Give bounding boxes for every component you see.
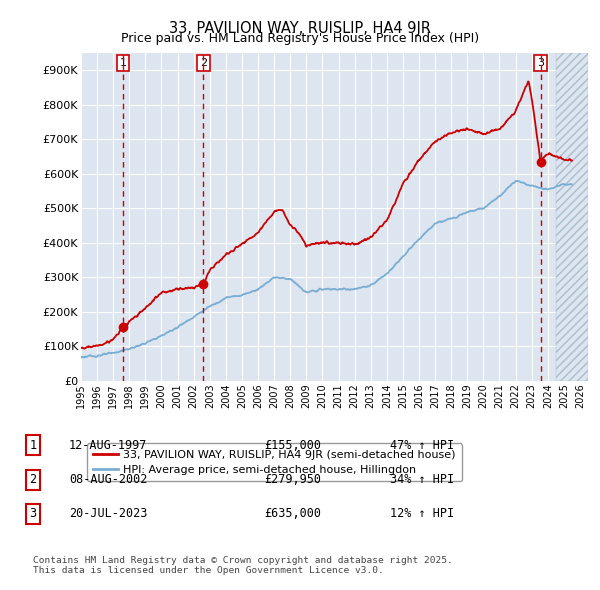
Text: 34% ↑ HPI: 34% ↑ HPI bbox=[390, 473, 454, 486]
Text: 08-AUG-2002: 08-AUG-2002 bbox=[69, 473, 148, 486]
Bar bbox=[556, 53, 588, 381]
Text: 20-JUL-2023: 20-JUL-2023 bbox=[69, 507, 148, 520]
Text: 3: 3 bbox=[537, 58, 544, 68]
Text: £635,000: £635,000 bbox=[264, 507, 321, 520]
Text: 12% ↑ HPI: 12% ↑ HPI bbox=[390, 507, 454, 520]
Text: 1: 1 bbox=[29, 439, 37, 452]
Text: 2: 2 bbox=[200, 58, 207, 68]
Text: 12-AUG-1997: 12-AUG-1997 bbox=[69, 439, 148, 452]
Text: 1: 1 bbox=[119, 58, 127, 68]
Legend: 33, PAVILION WAY, RUISLIP, HA4 9JR (semi-detached house), HPI: Average price, se: 33, PAVILION WAY, RUISLIP, HA4 9JR (semi… bbox=[86, 444, 463, 481]
Text: Contains HM Land Registry data © Crown copyright and database right 2025.
This d: Contains HM Land Registry data © Crown c… bbox=[33, 556, 453, 575]
Text: £155,000: £155,000 bbox=[264, 439, 321, 452]
Text: 2: 2 bbox=[29, 473, 37, 486]
Text: £279,950: £279,950 bbox=[264, 473, 321, 486]
Text: 33, PAVILION WAY, RUISLIP, HA4 9JR: 33, PAVILION WAY, RUISLIP, HA4 9JR bbox=[169, 21, 431, 35]
Text: Price paid vs. HM Land Registry's House Price Index (HPI): Price paid vs. HM Land Registry's House … bbox=[121, 32, 479, 45]
Text: 3: 3 bbox=[29, 507, 37, 520]
Text: 47% ↑ HPI: 47% ↑ HPI bbox=[390, 439, 454, 452]
